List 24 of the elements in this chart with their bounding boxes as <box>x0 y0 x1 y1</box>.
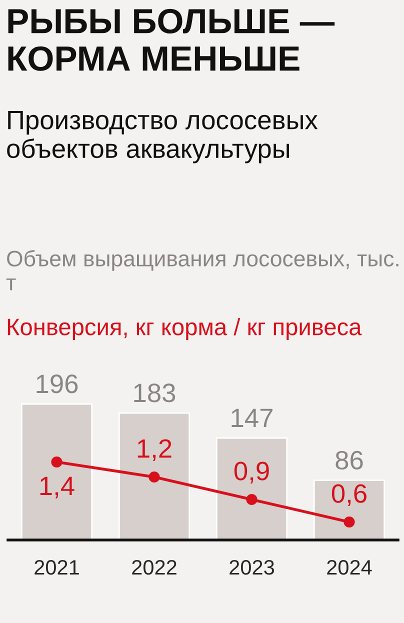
x-tick-label: 2021 <box>34 560 79 575</box>
point <box>246 494 258 506</box>
data-label: 1,4 <box>40 476 74 498</box>
data-label: 0,9 <box>234 462 269 484</box>
point <box>51 456 62 468</box>
data-label: 196 <box>36 374 78 394</box>
bar <box>20 403 93 540</box>
point <box>344 516 355 528</box>
data-label: 0,6 <box>332 484 366 506</box>
data-label: 1,2 <box>138 439 172 462</box>
chart-subtitle: Производство лососевых объектов аквакультуры <box>7 110 318 164</box>
data-label: 147 <box>232 408 272 427</box>
data-label: 86 <box>336 450 363 470</box>
x-tick-label: 2024 <box>327 560 372 575</box>
chart-title: РЫБЫ БОЛЬШЕ — КОРМА МЕНЬШЕ <box>8 8 335 71</box>
x-tick-label: 2022 <box>132 560 176 575</box>
text: Конверсия, кг корма / кг привеса <box>8 318 362 340</box>
bar <box>313 480 386 540</box>
bar <box>216 437 288 540</box>
bar <box>118 412 190 540</box>
point <box>148 471 160 483</box>
data-label: 183 <box>134 384 176 402</box>
text: Объем выращивания лососевых, тыс. т <box>6 250 398 290</box>
x-tick-label: 2023 <box>230 560 274 575</box>
